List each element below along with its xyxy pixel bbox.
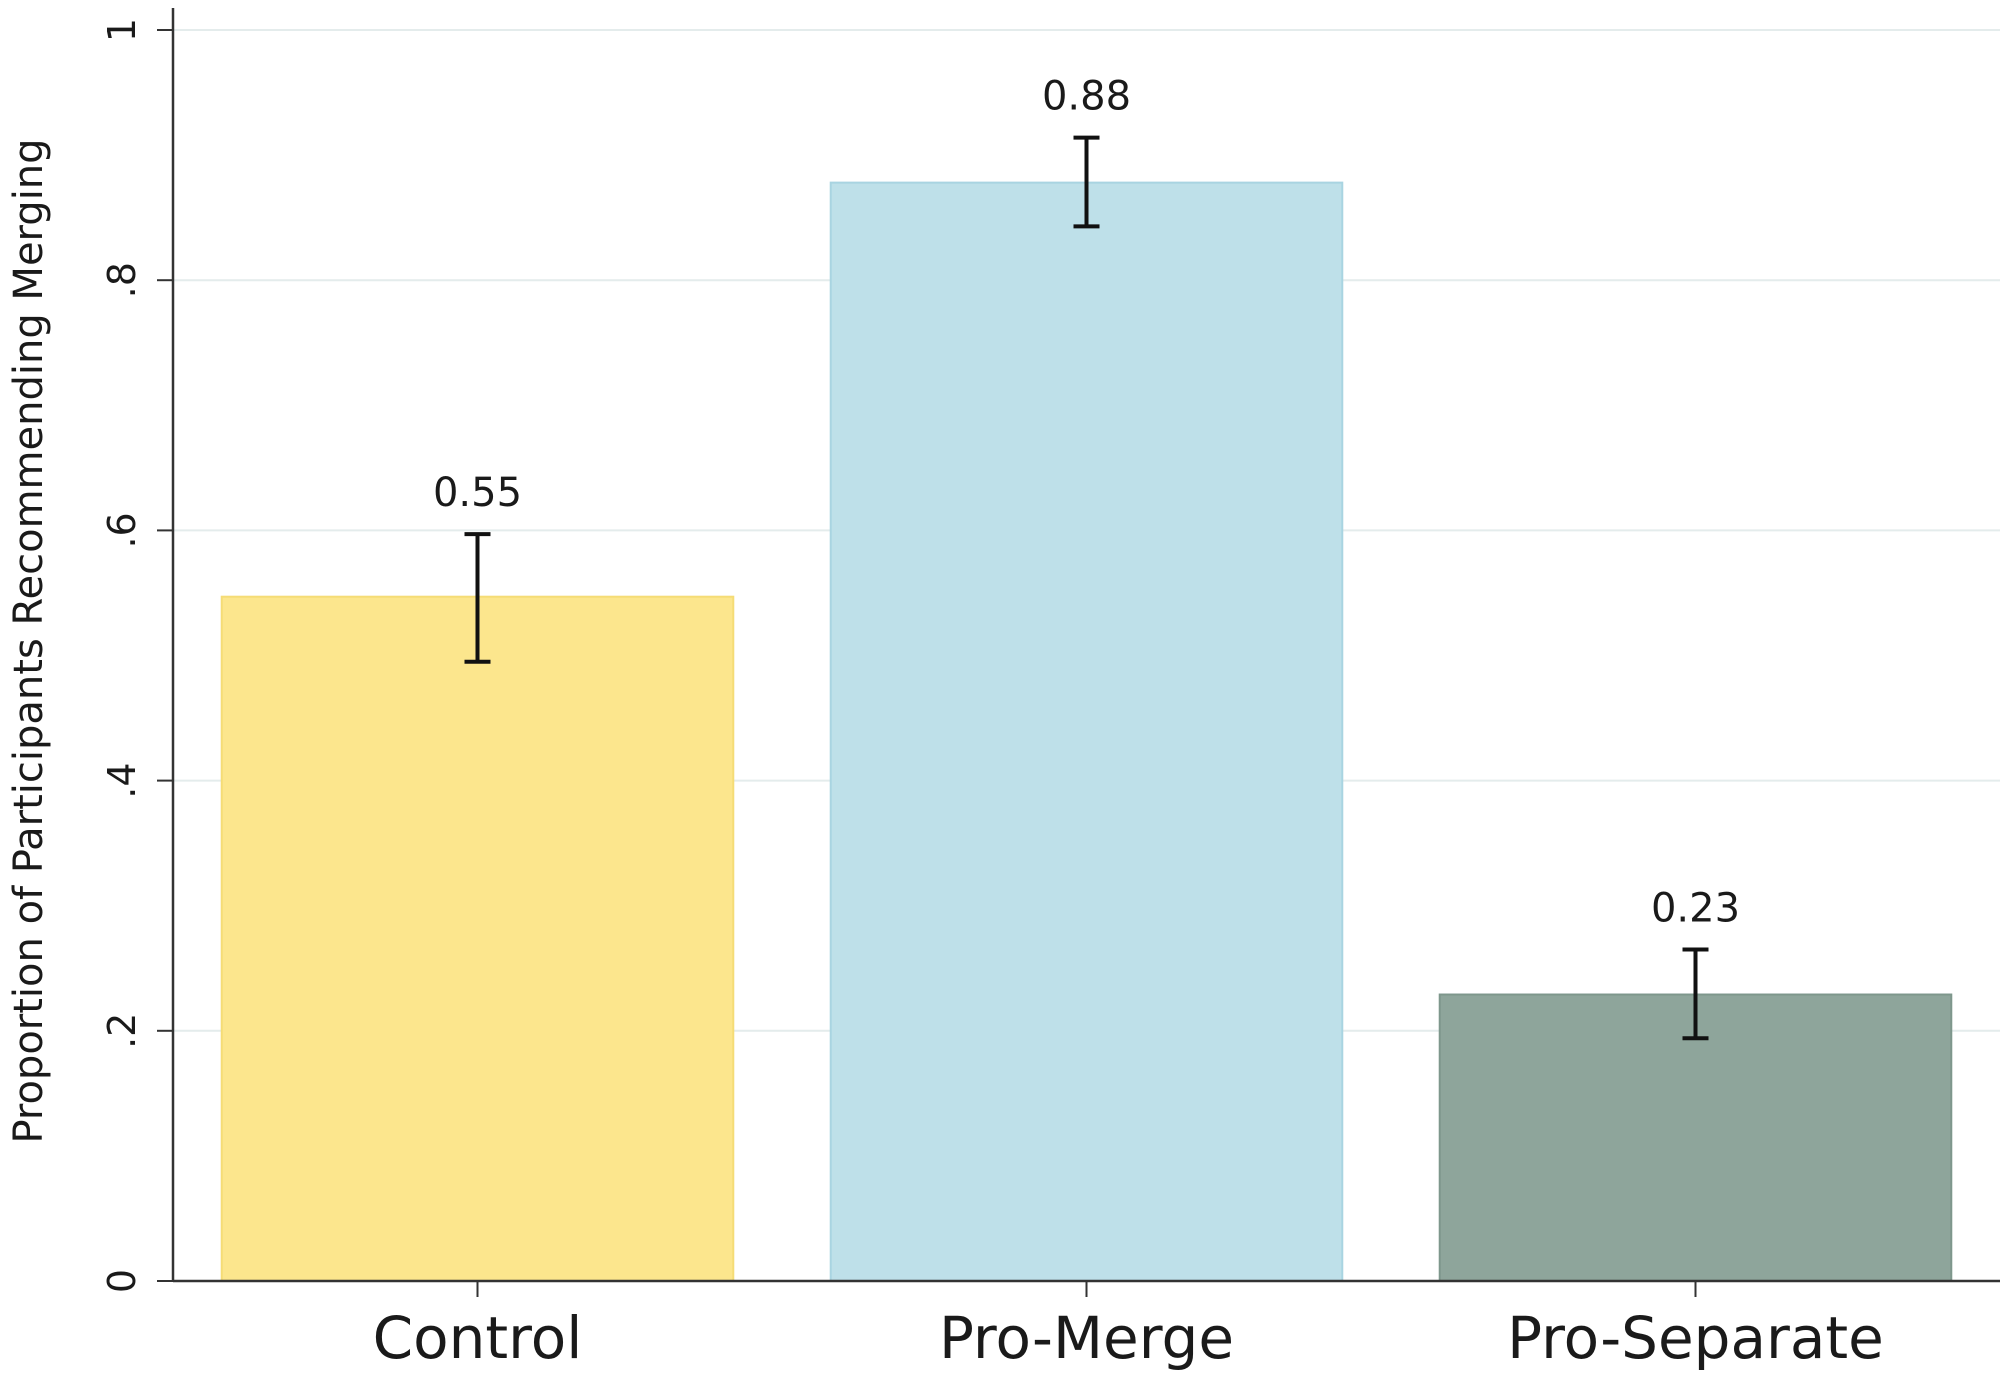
y-tick-label: 0 bbox=[100, 1269, 144, 1293]
data-label: 0.88 bbox=[1042, 74, 1131, 120]
data-label: 0.55 bbox=[433, 470, 522, 516]
y-tick-label: .6 bbox=[100, 512, 144, 548]
data-label: 0.23 bbox=[1651, 885, 1740, 931]
y-ticks: 0 .2 .4 .6 .8 1 bbox=[100, 18, 173, 1293]
bars bbox=[220, 181, 1953, 1283]
x-tick-label: Control bbox=[373, 1304, 583, 1372]
y-axis-title: Proportion of Participants Recommending … bbox=[6, 138, 52, 1143]
x-ticks: Control Pro-Merge Pro-Separate bbox=[373, 1281, 1884, 1372]
x-tick-label: Pro-Merge bbox=[939, 1304, 1234, 1372]
bar bbox=[220, 595, 735, 1282]
y-tick-label: .2 bbox=[100, 1013, 144, 1049]
y-tick-label: 1 bbox=[100, 18, 144, 42]
bar bbox=[1438, 993, 1953, 1282]
data-labels: 0.55 0.88 0.23 bbox=[433, 74, 1740, 932]
error-bars bbox=[464, 135, 1709, 1041]
y-tick-label: .8 bbox=[100, 262, 144, 298]
x-tick-label: Pro-Separate bbox=[1507, 1304, 1884, 1372]
y-tick-label: .4 bbox=[100, 762, 144, 798]
bar bbox=[829, 181, 1344, 1283]
